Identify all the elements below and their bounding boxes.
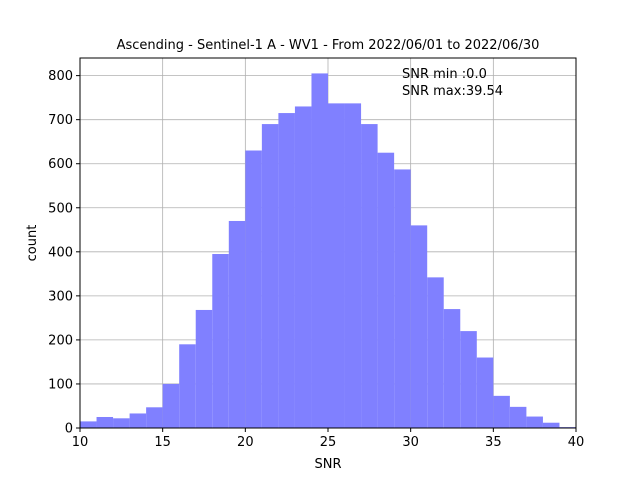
histogram-bar-3: [129, 413, 147, 428]
histogram-bar-18: [377, 152, 395, 428]
histogram-bar-17: [361, 124, 378, 429]
y-tick-label-0: 0: [65, 422, 73, 437]
y-tick-label-8: 800: [48, 69, 73, 84]
histogram-bar-7: [195, 309, 213, 428]
histogram-bar-12: [278, 113, 295, 429]
histogram-bar-1: [96, 416, 114, 428]
histogram-bar-21: [427, 277, 444, 428]
histogram-bar-16: [344, 103, 362, 428]
histogram-bar-19: [394, 169, 411, 428]
histogram-bar-23: [460, 331, 477, 428]
x-axis-label: SNR: [314, 457, 341, 472]
histogram-bar-13: [294, 106, 312, 428]
y-tick-label-2: 200: [48, 333, 73, 348]
y-tick-label-5: 500: [48, 201, 73, 216]
histogram-bar-8: [212, 254, 229, 428]
x-tick-label-6: 40: [568, 435, 585, 450]
histogram-bar-6: [179, 344, 196, 428]
y-axis-ticks: 0 100 200 300 400 500 600 700 800: [48, 69, 80, 437]
y-axis-label: count: [25, 225, 40, 262]
x-tick-label-3: 25: [320, 435, 337, 450]
y-tick-label-7: 700: [48, 113, 73, 128]
y-tick-label-6: 600: [48, 157, 73, 172]
snr-min-annotation: SNR min :0.0: [402, 67, 487, 82]
histogram-bar-14: [311, 73, 328, 429]
x-axis-ticks: 10 15 20 25 30 35 40: [72, 428, 585, 450]
snr-max-annotation: SNR max:39.54: [402, 84, 503, 99]
x-tick-label-5: 35: [485, 435, 502, 450]
chart-title: Ascending - Sentinel-1 A - WV1 - From 20…: [117, 38, 540, 53]
histogram-bar-4: [146, 407, 163, 428]
histogram-bar-10: [245, 150, 262, 428]
histogram-bars: [80, 73, 576, 429]
histogram-bar-24: [476, 357, 494, 428]
x-tick-label-0: 10: [72, 435, 89, 450]
histogram-bar-2: [113, 418, 130, 428]
histogram-bar-26: [509, 406, 527, 428]
x-tick-label-1: 15: [154, 435, 171, 450]
histogram-bar-9: [228, 220, 246, 428]
histogram-bar-0: [80, 421, 97, 428]
histogram-bar-28: [542, 422, 560, 428]
x-tick-label-2: 20: [237, 435, 254, 450]
histogram-bar-25: [493, 395, 510, 428]
histogram-bar-15: [328, 103, 345, 428]
y-tick-label-3: 300: [48, 289, 73, 304]
histogram-bar-20: [410, 225, 428, 428]
histogram-bar-5: [162, 383, 180, 428]
histogram-bar-11: [261, 124, 279, 429]
y-tick-label-4: 400: [48, 245, 73, 260]
x-tick-label-4: 30: [402, 435, 419, 450]
y-tick-label-1: 100: [48, 377, 73, 392]
histogram-bar-27: [526, 416, 543, 428]
histogram-bar-22: [443, 309, 461, 428]
